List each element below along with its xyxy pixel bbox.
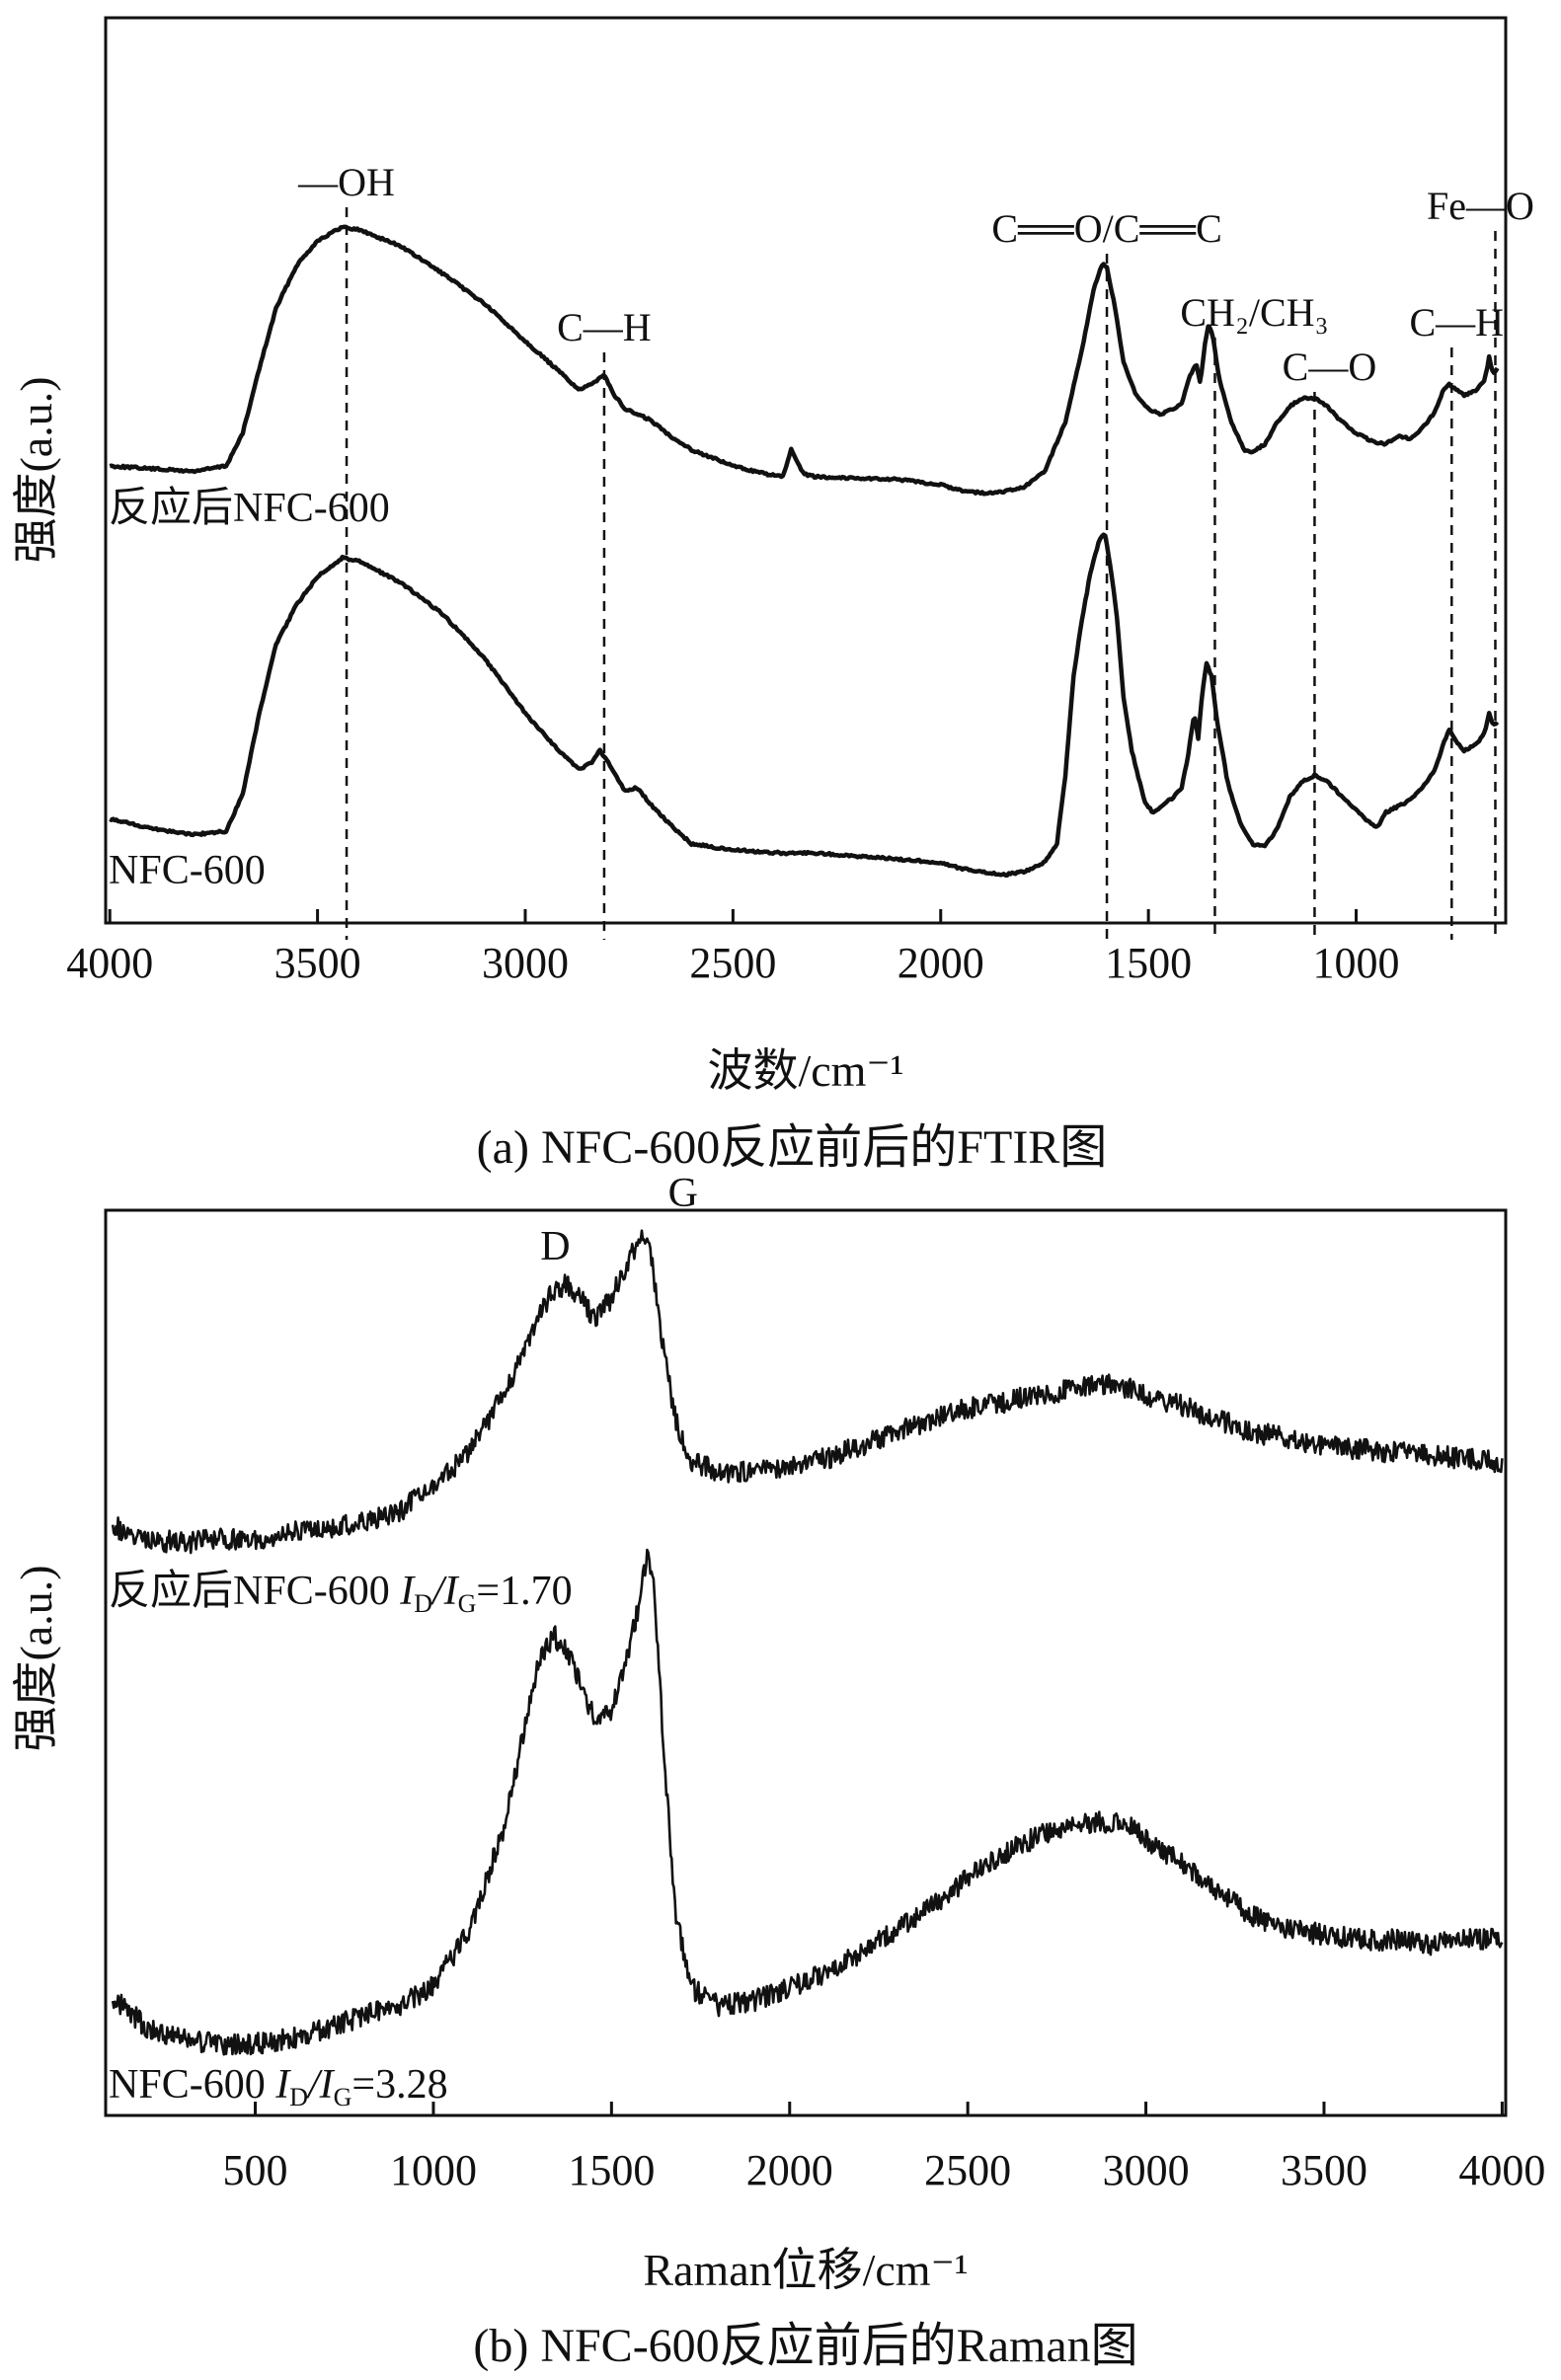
ftir-series-label-before: NFC-600	[109, 848, 266, 893]
ftir-x-tick-label: 1500	[1105, 939, 1192, 987]
raman-series-before	[111, 1548, 1504, 2056]
ftir-peak-annotation: C—H	[557, 305, 652, 349]
raman-series-after	[111, 1229, 1504, 1555]
raman-x-tick-label: 2500	[924, 2146, 1011, 2194]
ftir-x-tick-label: 1000	[1313, 939, 1400, 987]
raman-peak-annotation: D	[540, 1224, 570, 1269]
raman-x-tick-label: 3500	[1281, 2146, 1367, 2194]
ftir-x-tick-label: 4000	[66, 939, 153, 987]
ftir-x-tick-label: 2000	[898, 939, 984, 987]
ftir-peak-annotation: —OH	[297, 160, 395, 204]
ftir-peak-annotation: C—H	[1410, 300, 1505, 345]
ftir-x-tick-label: 2500	[689, 939, 776, 987]
raman-x-tick-label: 2000	[746, 2146, 833, 2194]
ftir-peak-annotation: Fe—O	[1427, 184, 1534, 228]
ftir-x-tick-label: 3000	[482, 939, 569, 987]
raman-x-tick-label: 500	[223, 2146, 288, 2194]
raman-caption: (b) NFC-600反应前后的Raman图	[473, 2320, 1137, 2372]
ftir-plot-frame	[104, 16, 1508, 925]
ftir-series-after	[109, 224, 1500, 497]
ftir-y-axis-label: 强度(a.u.)	[11, 376, 61, 563]
raman-curves	[111, 1229, 1504, 2056]
raman-annotations: DG	[540, 1171, 698, 1269]
ftir-reference-lines	[345, 207, 1497, 940]
ftir-x-ticks: 4000 3500 3000 2500 2000 1500 1000	[66, 909, 1400, 987]
raman-series-label-after: 反应后NFC-600 ID/IG=1.70	[109, 1568, 573, 1618]
ftir-series-label-after: 反应后NFC-600	[109, 485, 390, 531]
raman-peak-annotation: G	[668, 1171, 698, 1216]
raman-panel: 500 1000 1500 2000 2500 3000 3500 4000 DG 强度(a.…	[11, 1171, 1545, 2372]
ftir-annotations: —OH C—H C══O/C══C CH₂/CH₃ C—O C—H Fe—O	[297, 160, 1534, 389]
ftir-panel: 4000 3500 3000 2500 2000 1500 1000 —OH C—H C══O/…	[11, 16, 1534, 1174]
raman-x-axis-label: Raman位移/cm⁻¹	[643, 2245, 968, 2295]
raman-x-tick-label: 1500	[568, 2146, 655, 2194]
ftir-x-tick-label: 3500	[274, 939, 361, 987]
raman-series-label-before: NFC-600 ID/IG=3.28	[109, 2062, 448, 2111]
raman-y-axis-label: 强度(a.u.)	[11, 1565, 61, 1751]
ftir-series-before	[109, 532, 1500, 879]
ftir-peak-annotation: C—O	[1283, 345, 1377, 389]
raman-x-tick-label: 1000	[390, 2146, 477, 2194]
ftir-peak-annotation: C══O/C══C	[991, 206, 1221, 251]
ftir-x-axis-label: 波数/cm⁻¹	[707, 1045, 903, 1096]
raman-x-ticks: 500 1000 1500 2000 2500 3000 3500 4000	[223, 2102, 1545, 2194]
ftir-caption: (a) NFC-600反应前后的FTIR图	[477, 1121, 1108, 1174]
raman-plot-frame	[104, 1208, 1508, 2117]
ftir-peak-annotation: CH₂/CH₃	[1180, 290, 1328, 335]
raman-x-tick-label: 3000	[1103, 2146, 1190, 2194]
raman-x-tick-label: 4000	[1458, 2146, 1545, 2194]
ftir-curves	[109, 224, 1500, 879]
